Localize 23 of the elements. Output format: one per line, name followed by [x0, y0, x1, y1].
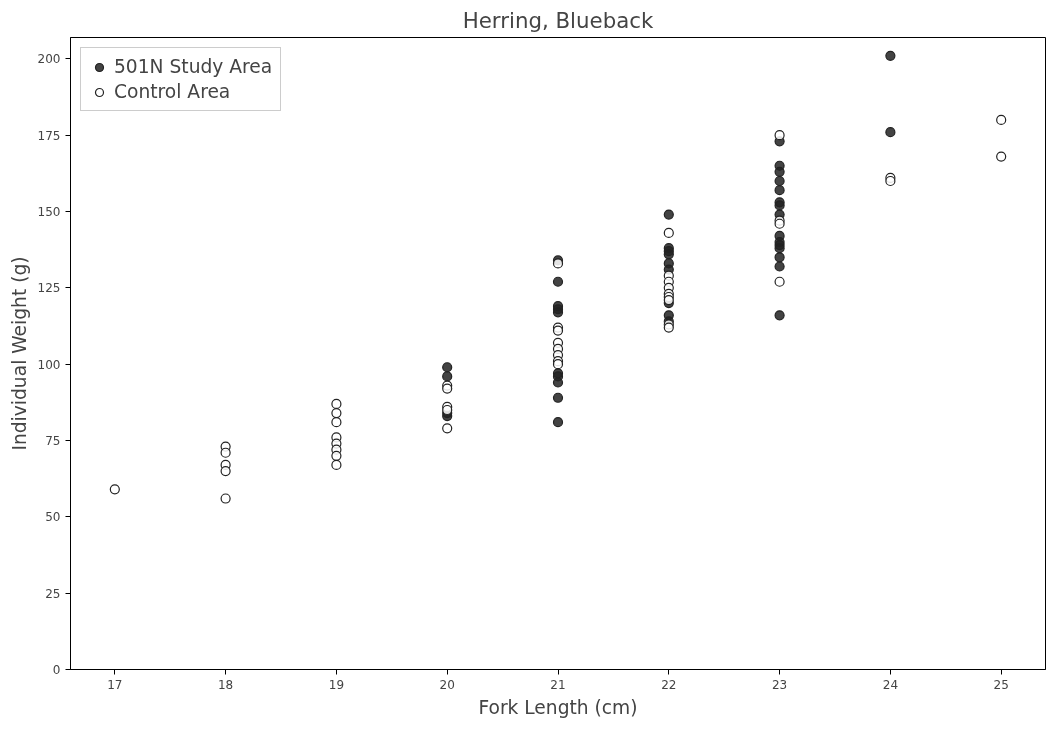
x-tick-label: 17	[107, 677, 123, 692]
x-axis-title: Fork Length (cm)	[478, 696, 638, 718]
x-tick-label: 18	[217, 677, 234, 692]
y-tick-label: 25	[45, 586, 61, 601]
y-tick-label: 75	[45, 434, 61, 449]
x-tick-label: 24	[882, 677, 899, 692]
y-axis-title: Individual Weight (g)	[8, 256, 30, 451]
y-tick-label: 200	[37, 52, 61, 67]
x-tick-label: 23	[771, 677, 788, 692]
x-tick-label: 19	[328, 677, 345, 692]
y-tick-label: 125	[37, 281, 61, 296]
x-tick-label: 25	[993, 677, 1009, 692]
chart-title: Herring, Blueback	[462, 7, 655, 33]
y-tick-label: 50	[45, 510, 61, 525]
y-tick-label: 0	[52, 663, 61, 677]
legend-label: 501N Study Area	[114, 56, 273, 77]
x-tick-label: 20	[439, 677, 455, 692]
x-tick-label: 22	[661, 677, 677, 692]
y-tick-label: 100	[37, 357, 61, 372]
legend-label: Control Area	[114, 81, 231, 102]
y-tick-label: 175	[37, 128, 61, 143]
y-tick-label: 150	[37, 205, 61, 220]
x-tick-label: 21	[550, 677, 566, 692]
